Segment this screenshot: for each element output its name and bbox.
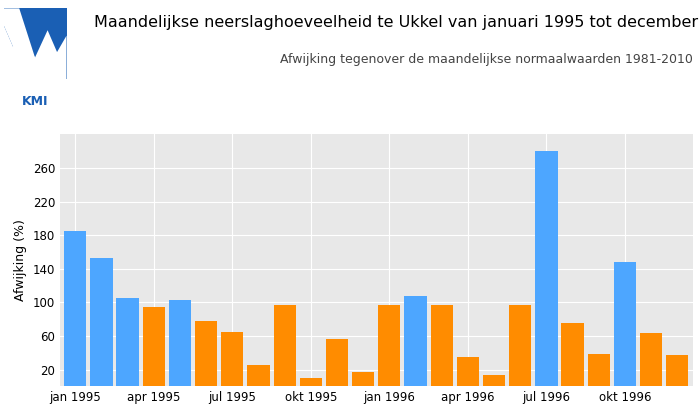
Bar (456, 357, 479, 386)
Bar (143, 307, 165, 386)
Bar (247, 365, 270, 386)
Text: Afwijking tegenover de maandelijkse normaalwaarden 1981-2010: Afwijking tegenover de maandelijkse norm… (280, 52, 693, 66)
Bar (64, 231, 86, 386)
Bar (587, 354, 610, 386)
Bar (221, 332, 244, 386)
Bar (430, 305, 453, 386)
Bar (378, 305, 400, 386)
Bar (90, 258, 113, 386)
Bar (509, 305, 531, 386)
Bar (274, 305, 296, 386)
Bar (483, 375, 505, 386)
Bar (116, 298, 139, 386)
FancyBboxPatch shape (4, 8, 66, 118)
Bar (536, 151, 557, 386)
Text: KMI: KMI (22, 95, 48, 108)
Y-axis label: Afwijking (%): Afwijking (%) (15, 220, 27, 301)
Bar (666, 355, 688, 386)
Bar (561, 323, 584, 386)
Text: Maandelijkse neerslaghoeveelheid te Ukkel van januari 1995 tot december 1996: Maandelijkse neerslaghoeveelheid te Ukke… (94, 15, 700, 30)
Bar (614, 262, 636, 386)
Bar (169, 300, 191, 386)
Polygon shape (4, 25, 66, 79)
Polygon shape (4, 8, 35, 74)
Bar (405, 296, 426, 386)
Bar (352, 372, 375, 386)
FancyBboxPatch shape (4, 8, 66, 79)
Bar (326, 339, 348, 386)
Bar (195, 321, 217, 386)
Bar (300, 378, 322, 386)
Bar (640, 333, 662, 386)
